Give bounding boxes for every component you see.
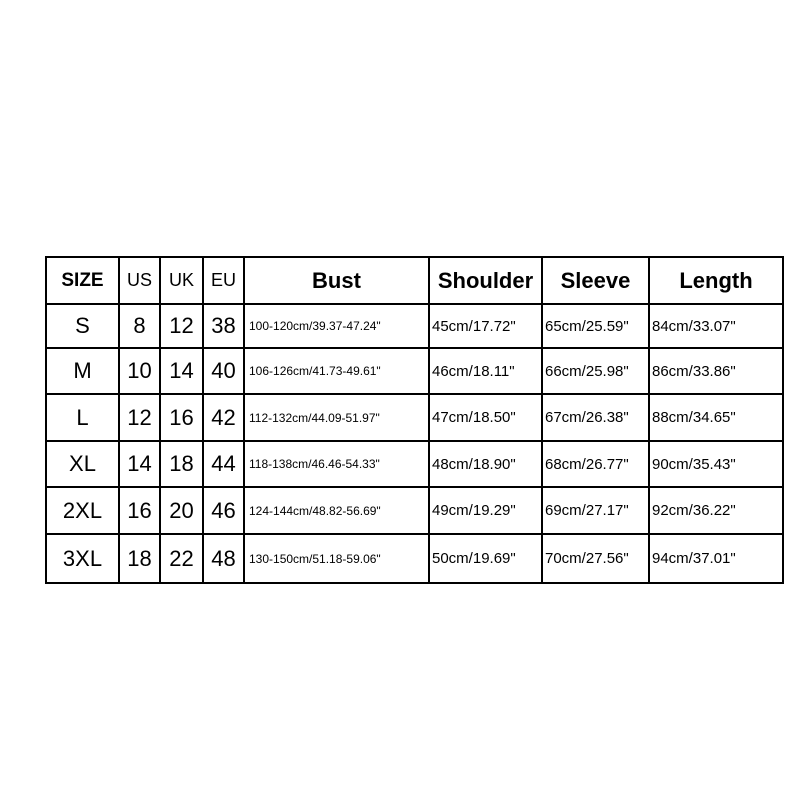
cell-length: 88cm/34.65" <box>648 393 784 442</box>
table-row: S 8 12 38 100-120cm/39.37-47.24" 45cm/17.72" 6… <box>45 303 784 349</box>
cell-us: 14 <box>118 440 161 488</box>
cell-us: 10 <box>118 347 161 395</box>
cell-eu: 38 <box>202 303 245 349</box>
cell-size: XL <box>45 440 120 488</box>
cell-shoulder: 48cm/18.90" <box>428 440 543 488</box>
cell-eu: 40 <box>202 347 245 395</box>
header-uk: UK <box>159 256 204 305</box>
table-row: M 10 14 40 106-126cm/41.73-49.61" 46cm/18.11"… <box>45 347 784 395</box>
cell-us: 16 <box>118 486 161 535</box>
cell-shoulder: 50cm/19.69" <box>428 533 543 584</box>
cell-us: 8 <box>118 303 161 349</box>
cell-shoulder: 45cm/17.72" <box>428 303 543 349</box>
cell-length: 90cm/35.43" <box>648 440 784 488</box>
cell-size: M <box>45 347 120 395</box>
header-us: US <box>118 256 161 305</box>
cell-sleeve: 67cm/26.38" <box>541 393 650 442</box>
cell-shoulder: 46cm/18.11" <box>428 347 543 395</box>
cell-eu: 48 <box>202 533 245 584</box>
cell-bust: 106-126cm/41.73-49.61" <box>243 347 430 395</box>
cell-length: 84cm/33.07" <box>648 303 784 349</box>
cell-size: 3XL <box>45 533 120 584</box>
table-row: 3XL 18 22 48 130-150cm/51.18-59.06" 50cm/19.6… <box>45 533 784 584</box>
cell-us: 12 <box>118 393 161 442</box>
cell-eu: 46 <box>202 486 245 535</box>
header-row: SIZE US UK EU Bust Shoulder Sleeve Lengt… <box>45 256 784 305</box>
cell-size: S <box>45 303 120 349</box>
cell-bust: 124-144cm/48.82-56.69" <box>243 486 430 535</box>
cell-sleeve: 68cm/26.77" <box>541 440 650 488</box>
table-row: XL 14 18 44 118-138cm/46.46-54.33" 48cm/18.90… <box>45 440 784 488</box>
cell-sleeve: 70cm/27.56" <box>541 533 650 584</box>
cell-eu: 42 <box>202 393 245 442</box>
cell-shoulder: 49cm/19.29" <box>428 486 543 535</box>
cell-length: 94cm/37.01" <box>648 533 784 584</box>
cell-uk: 14 <box>159 347 204 395</box>
cell-size: L <box>45 393 120 442</box>
cell-uk: 18 <box>159 440 204 488</box>
cell-uk: 20 <box>159 486 204 535</box>
cell-sleeve: 65cm/25.59" <box>541 303 650 349</box>
cell-length: 92cm/36.22" <box>648 486 784 535</box>
cell-uk: 16 <box>159 393 204 442</box>
cell-bust: 112-132cm/44.09-51.97" <box>243 393 430 442</box>
table-row: L 12 16 42 112-132cm/44.09-51.97" 47cm/18.50"… <box>45 393 784 442</box>
cell-sleeve: 69cm/27.17" <box>541 486 650 535</box>
cell-length: 86cm/33.86" <box>648 347 784 395</box>
cell-bust: 118-138cm/46.46-54.33" <box>243 440 430 488</box>
cell-uk: 12 <box>159 303 204 349</box>
cell-bust: 130-150cm/51.18-59.06" <box>243 533 430 584</box>
cell-us: 18 <box>118 533 161 584</box>
header-length: Length <box>648 256 784 305</box>
header-size: SIZE <box>45 256 120 305</box>
header-bust: Bust <box>243 256 430 305</box>
cell-size: 2XL <box>45 486 120 535</box>
header-sleeve: Sleeve <box>541 256 650 305</box>
table-row: 2XL 16 20 46 124-144cm/48.82-56.69" 49cm/19.2… <box>45 486 784 535</box>
cell-shoulder: 47cm/18.50" <box>428 393 543 442</box>
cell-sleeve: 66cm/25.98" <box>541 347 650 395</box>
cell-bust: 100-120cm/39.37-47.24" <box>243 303 430 349</box>
header-shoulder: Shoulder <box>428 256 543 305</box>
cell-eu: 44 <box>202 440 245 488</box>
size-chart-table: SIZE US UK EU Bust Shoulder Sleeve Lengt… <box>45 256 784 584</box>
header-eu: EU <box>202 256 245 305</box>
cell-uk: 22 <box>159 533 204 584</box>
